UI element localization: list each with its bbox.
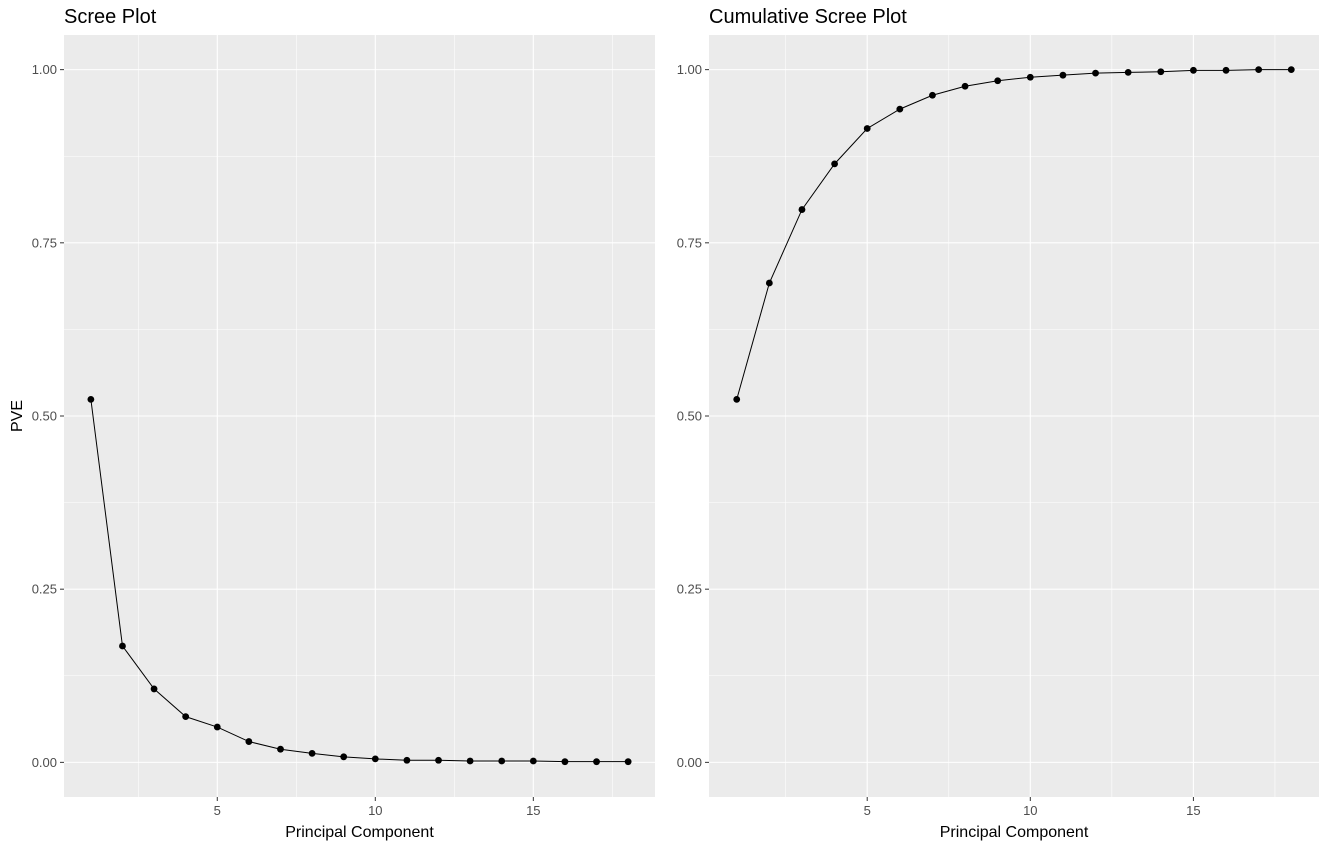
data-point — [765, 279, 773, 287]
data-point — [1124, 69, 1132, 76]
data-point — [593, 758, 600, 766]
x-axis-title: Principal Component — [285, 824, 434, 841]
data-point — [213, 723, 221, 731]
data-point — [466, 757, 474, 765]
data-point — [1059, 71, 1067, 79]
data-point — [1287, 66, 1295, 74]
data-point — [150, 685, 158, 693]
chart-title: Scree Plot — [64, 6, 157, 28]
data-point — [733, 395, 741, 403]
cumulative-scree-plot-panel: 0.00 0.25 0.50 0.75 1.00 5 10 15 Cumulative Scre… — [677, 6, 1319, 841]
data-point — [498, 757, 506, 765]
chart-title: Cumulative Scree Plot — [709, 6, 907, 28]
y-tick-label: 0.50 — [32, 409, 57, 424]
y-tick-label: 0.25 — [677, 582, 702, 597]
data-point — [798, 206, 806, 213]
data-point — [929, 91, 936, 99]
y-tick-label: 1.00 — [677, 62, 702, 77]
y-tick-label: 0.25 — [32, 582, 57, 597]
x-tick-label: 5 — [864, 803, 871, 818]
data-point — [1026, 73, 1034, 81]
data-point — [1255, 66, 1263, 74]
data-point — [277, 745, 284, 753]
data-point — [87, 395, 95, 403]
data-point — [863, 125, 871, 132]
x-tick-label: 10 — [1023, 803, 1037, 818]
data-point — [308, 749, 316, 757]
data-point — [182, 713, 190, 721]
data-point — [371, 755, 379, 763]
y-axis-title: PVE — [9, 400, 26, 432]
data-point — [435, 756, 442, 764]
scree-plot-panel: 0.00 0.25 0.50 0.75 1.00 5 10 15 Scree Plot Princ… — [9, 6, 655, 841]
data-point — [529, 757, 537, 765]
x-axis-title: Principal Component — [940, 824, 1089, 841]
y-tick-label: 1.00 — [32, 62, 57, 77]
y-tick-label: 0.50 — [677, 409, 702, 424]
data-point — [561, 758, 569, 766]
y-tick-label: 0.75 — [677, 235, 702, 250]
x-tick-label: 15 — [1186, 803, 1200, 818]
series-line — [90, 399, 629, 763]
data-point — [1157, 68, 1165, 76]
data-point — [1092, 69, 1099, 77]
x-tick-label: 5 — [214, 803, 221, 818]
series-line — [736, 69, 1292, 400]
y-tick-label: 0.00 — [677, 755, 702, 770]
data-point — [1190, 66, 1197, 74]
data-point — [1222, 66, 1230, 74]
data-point — [245, 738, 253, 745]
data-point — [119, 642, 126, 650]
data-point — [403, 756, 411, 764]
data-point — [831, 160, 838, 168]
y-tick-label: 0.75 — [32, 235, 57, 250]
data-point — [340, 753, 348, 761]
y-tick-label: 0.00 — [32, 755, 57, 770]
x-tick-label: 15 — [526, 803, 540, 818]
data-point — [896, 105, 904, 113]
data-point — [994, 77, 1002, 85]
data-point — [624, 758, 632, 766]
x-tick-label: 10 — [368, 803, 382, 818]
data-point — [961, 82, 969, 90]
